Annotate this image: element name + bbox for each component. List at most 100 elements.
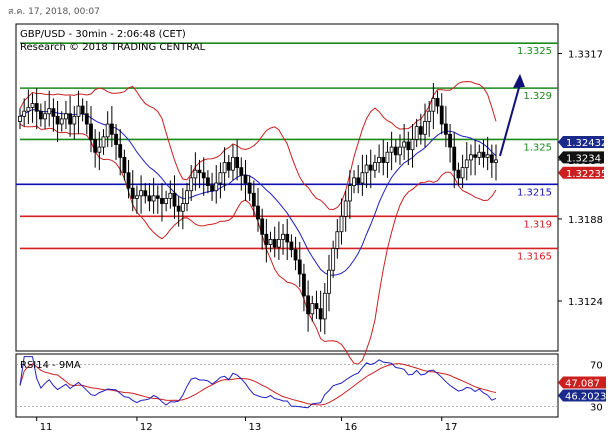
candle: [464, 141, 469, 181]
rsi-tag-blue: [558, 389, 606, 402]
candle: [89, 106, 93, 153]
candle: [97, 131, 102, 171]
candle: [268, 231, 273, 253]
candle: [398, 134, 402, 166]
candle-body: [469, 154, 473, 161]
time-tick-label: 12: [140, 422, 153, 433]
price-tag-black: [558, 151, 604, 164]
candle-body: [193, 169, 198, 179]
candle: [435, 90, 440, 114]
rsi-tag-label: 46.2023: [565, 391, 606, 402]
candle: [22, 98, 27, 127]
candle-body: [402, 141, 407, 148]
candle-body: [97, 146, 102, 153]
candle-body: [489, 154, 494, 163]
candle: [264, 218, 269, 263]
candle-body: [101, 136, 106, 148]
rsi-title: RSI14 - 9MA: [20, 360, 81, 371]
candle-body: [172, 192, 177, 207]
candle-body: [64, 113, 68, 120]
candle: [281, 224, 285, 255]
price-tick-label: 1.3317: [568, 49, 603, 60]
candle-body: [494, 159, 498, 163]
candle: [360, 154, 365, 196]
rsi-ma-line: [19, 363, 497, 406]
candle-body: [176, 205, 181, 212]
candle-body: [331, 248, 336, 271]
rsi-line: [19, 356, 497, 409]
candle-body: [118, 144, 123, 158]
candle: [410, 124, 415, 168]
candle-body: [314, 303, 319, 310]
candle-body: [322, 292, 327, 320]
candle: [193, 152, 198, 191]
candle: [251, 180, 256, 217]
candle: [118, 129, 123, 176]
candle-body: [147, 195, 152, 202]
candle: [130, 170, 135, 212]
candle-body: [393, 146, 398, 156]
candle-body: [84, 113, 89, 125]
candle: [151, 177, 156, 214]
candle: [122, 149, 127, 181]
candle-body: [435, 97, 440, 107]
candle: [197, 159, 202, 189]
candle: [368, 149, 373, 189]
rsi-tag-label: 47.087: [565, 379, 600, 390]
candle: [356, 165, 361, 194]
candle-body: [272, 239, 277, 248]
candle: [431, 82, 436, 130]
level-label-1.3165: 1.3165: [517, 251, 552, 262]
candle: [460, 154, 465, 189]
candle: [43, 100, 47, 130]
candle-body: [264, 233, 269, 245]
candle: [297, 242, 302, 287]
candle-body: [302, 273, 306, 297]
candle-body: [18, 115, 22, 122]
candle-body: [218, 172, 223, 184]
candle-body: [406, 141, 411, 151]
candle-body: [410, 139, 415, 151]
candle-body: [205, 177, 210, 186]
candle-body: [239, 167, 244, 176]
candle: [256, 188, 260, 232]
candle: [34, 88, 39, 130]
candle-body: [327, 269, 331, 294]
candle-body: [38, 110, 43, 120]
candle: [377, 144, 381, 173]
candle: [489, 144, 494, 178]
candle-body: [168, 192, 173, 199]
candle-body: [448, 133, 452, 148]
candle: [168, 180, 173, 209]
candle: [155, 185, 160, 214]
candle-body: [226, 162, 231, 171]
candle: [143, 183, 148, 204]
candle-body: [26, 106, 31, 112]
candle-body: [180, 203, 185, 212]
candle: [343, 190, 348, 232]
level-label-1.3215: 1.3215: [517, 187, 552, 198]
candle: [210, 172, 214, 201]
candle: [439, 93, 444, 135]
candle-body: [135, 195, 139, 199]
candle: [381, 139, 386, 176]
candle-body: [356, 177, 361, 184]
candle-body: [427, 110, 432, 122]
candle: [427, 100, 432, 137]
candle-body: [276, 239, 281, 248]
candle: [139, 175, 143, 214]
candle-body: [43, 113, 47, 120]
candle-body: [431, 97, 436, 112]
candle-body: [247, 182, 252, 194]
candle-body: [281, 233, 285, 240]
candle-body: [377, 156, 381, 163]
candle: [18, 108, 22, 130]
candle: [469, 144, 473, 176]
candle: [335, 218, 340, 259]
candle: [64, 100, 68, 130]
price-tags: 1.32432 1.3234 1.32235: [558, 135, 607, 180]
candle-body: [126, 172, 131, 189]
candle-body: [268, 239, 273, 245]
candle-body: [343, 200, 348, 217]
